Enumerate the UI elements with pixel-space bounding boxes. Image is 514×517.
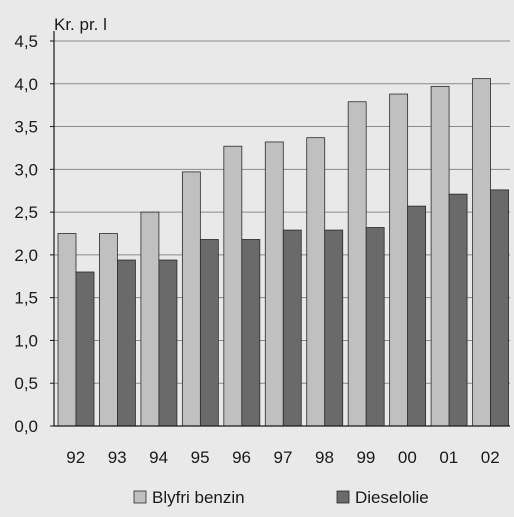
bar-dieselolie	[365, 227, 385, 427]
bar-dieselolie	[241, 239, 261, 427]
bar-dieselolie	[282, 229, 302, 427]
bar-dieselolie	[199, 239, 219, 427]
y-tick-label: 2,5	[14, 203, 38, 222]
bar-blyfri-benzin	[430, 85, 450, 427]
bar-blyfri-benzin	[99, 233, 118, 427]
y-tick-label: 1,0	[14, 331, 38, 350]
bar-dieselolie	[448, 193, 468, 427]
bar-blyfri-benzin	[472, 78, 491, 427]
bars	[57, 78, 509, 427]
bar-dieselolie	[490, 189, 509, 427]
legend-swatch	[133, 490, 147, 504]
x-tick-label: 96	[232, 448, 251, 467]
y-tick-label: 4,5	[14, 32, 38, 51]
y-axis-title: Kr. pr. l	[54, 15, 107, 34]
bar-dieselolie	[75, 271, 95, 427]
legend-label: Blyfri benzin	[152, 488, 245, 507]
bar-dieselolie	[324, 229, 344, 427]
x-tick-label: 93	[108, 448, 127, 467]
x-tick-label: 98	[315, 448, 334, 467]
y-tick-label: 4,0	[14, 75, 38, 94]
x-tick-label: 02	[481, 448, 500, 467]
bar-dieselolie	[117, 259, 136, 427]
y-tick-label: 3,0	[14, 160, 38, 179]
x-tick-label: 00	[398, 448, 417, 467]
legend-label: Dieselolie	[355, 488, 429, 507]
axes	[50, 31, 510, 427]
legend-swatch	[336, 490, 350, 504]
bar-dieselolie	[158, 259, 178, 427]
x-tick-label: 92	[66, 448, 85, 467]
bar-blyfri-benzin	[347, 101, 367, 427]
x-tick-label: 95	[191, 448, 210, 467]
bar-blyfri-benzin	[306, 137, 326, 427]
tick-labels: 0,0 0,5 1,0 1,5 2,0 2,5 3,0 3,5 4,0 4,5 92 93 94 95 96…	[14, 32, 499, 467]
bar-blyfri-benzin	[140, 211, 160, 427]
y-tick-label: 2,0	[14, 246, 38, 265]
bar-blyfri-benzin	[57, 233, 77, 427]
bar-blyfri-benzin	[223, 145, 243, 427]
x-tick-label: 01	[439, 448, 458, 467]
y-tick-label: 1,5	[14, 289, 38, 308]
x-tick-label: 99	[356, 448, 375, 467]
y-tick-label: 3,5	[14, 118, 38, 137]
bar-blyfri-benzin	[389, 93, 409, 427]
bar-blyfri-benzin	[181, 171, 201, 427]
bar-dieselolie	[407, 205, 427, 427]
x-tick-label: 94	[149, 448, 168, 467]
y-tick-label: 0,5	[14, 374, 38, 393]
y-tick-label: 0,0	[14, 417, 38, 436]
legend: Blyfri benzin Dieselolie	[133, 488, 429, 507]
x-tick-label: 97	[274, 448, 293, 467]
bar-blyfri-benzin	[264, 141, 284, 427]
